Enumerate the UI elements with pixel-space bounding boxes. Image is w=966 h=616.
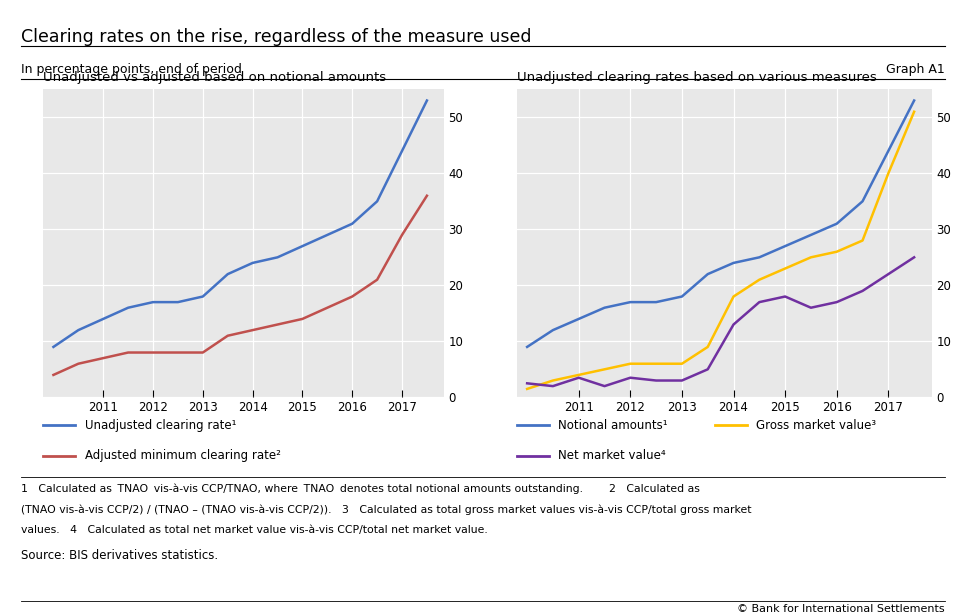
- Text: Source: BIS derivatives statistics.: Source: BIS derivatives statistics.: [21, 549, 218, 562]
- Text: 1   Calculated as  TNAO  vis-à-vis CCP/TNAO, where  TNAO  denotes total notional: 1 Calculated as TNAO vis-à-vis CCP/TNAO,…: [21, 484, 583, 494]
- Text: Unadjusted vs adjusted based on notional amounts: Unadjusted vs adjusted based on notional…: [43, 71, 386, 84]
- Text: (TNAO vis-à-vis CCP/2) / (TNAO – (TNAO vis-à-vis CCP/2)).   3   Calculated as to: (TNAO vis-à-vis CCP/2) / (TNAO – (TNAO v…: [21, 505, 752, 515]
- Text: Adjusted minimum clearing rate²: Adjusted minimum clearing rate²: [85, 449, 281, 463]
- Text: values.   4   Calculated as total net market value vis-à-vis CCP/total net marke: values. 4 Calculated as total net market…: [21, 525, 488, 535]
- Text: Clearing rates on the rise, regardless of the measure used: Clearing rates on the rise, regardless o…: [21, 28, 531, 46]
- Text: Gross market value³: Gross market value³: [756, 418, 876, 432]
- Text: Graph A1: Graph A1: [886, 63, 945, 76]
- Text: In percentage points, end of period: In percentage points, end of period: [21, 63, 242, 76]
- Text: Unadjusted clearing rates based on various measures: Unadjusted clearing rates based on vario…: [517, 71, 876, 84]
- Text: © Bank for International Settlements: © Bank for International Settlements: [737, 604, 945, 614]
- Text: 2   Calculated as: 2 Calculated as: [609, 484, 699, 493]
- Text: Notional amounts¹: Notional amounts¹: [558, 418, 668, 432]
- Text: Unadjusted clearing rate¹: Unadjusted clearing rate¹: [85, 418, 237, 432]
- Text: Net market value⁴: Net market value⁴: [558, 449, 666, 463]
